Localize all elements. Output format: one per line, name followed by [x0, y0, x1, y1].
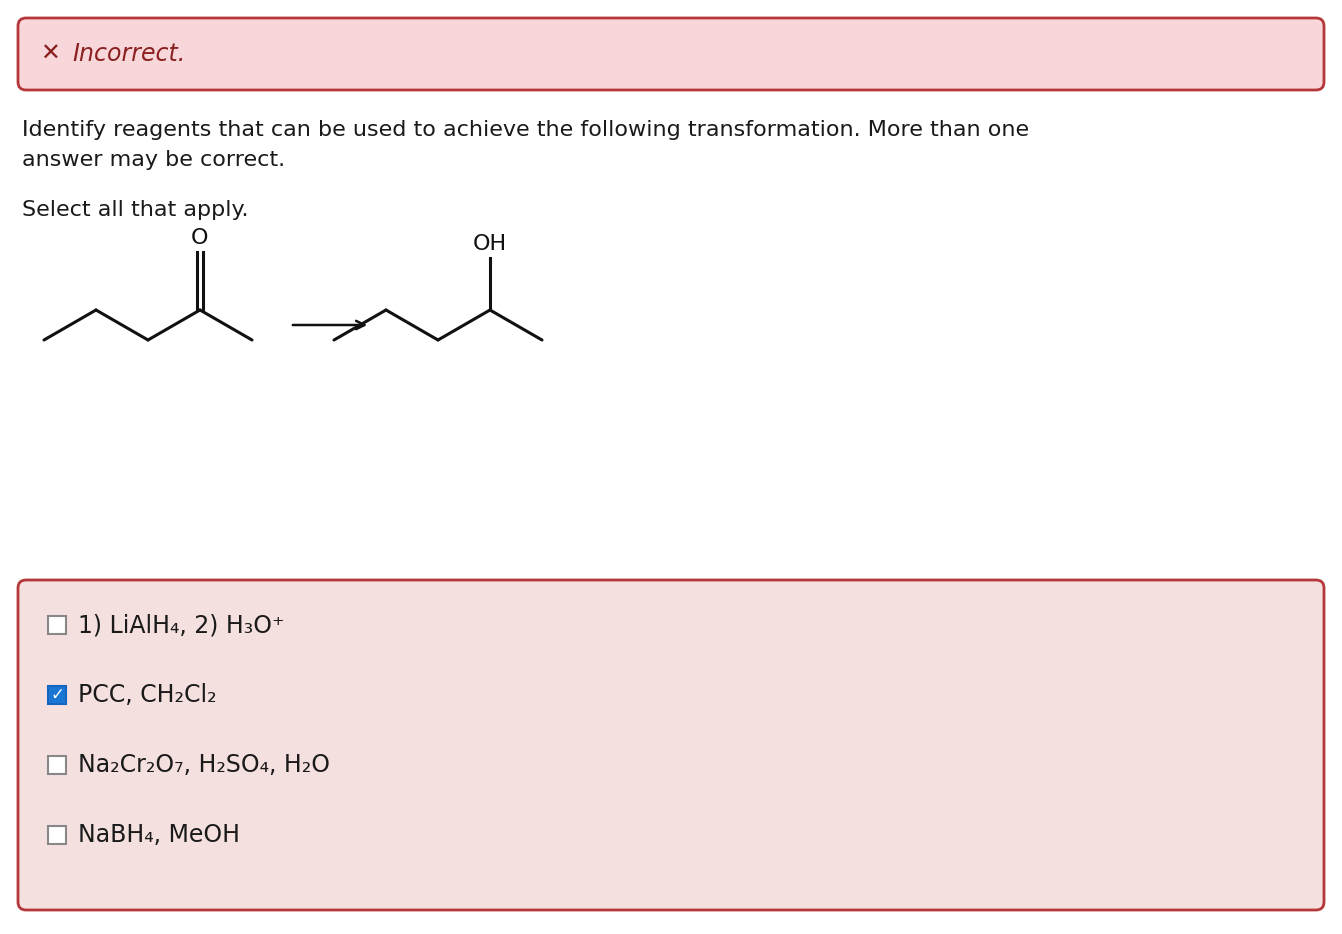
Text: 1) LiAlH₄, 2) H₃O⁺: 1) LiAlH₄, 2) H₃O⁺	[78, 613, 285, 637]
Text: O: O	[192, 228, 209, 248]
Text: ✕: ✕	[40, 42, 60, 66]
Text: Na₂Cr₂O₇, H₂SO₄, H₂O: Na₂Cr₂O₇, H₂SO₄, H₂O	[78, 753, 330, 777]
Text: PCC, CH₂Cl₂: PCC, CH₂Cl₂	[78, 683, 216, 707]
Text: Select all that apply.: Select all that apply.	[21, 200, 248, 220]
FancyBboxPatch shape	[17, 580, 1325, 910]
Text: Identify reagents that can be used to achieve the following transformation. More: Identify reagents that can be used to ac…	[21, 120, 1029, 140]
Bar	[48, 616, 66, 634]
Text: Incorrect.: Incorrect.	[72, 42, 185, 66]
FancyBboxPatch shape	[17, 18, 1325, 90]
Text: ✓: ✓	[50, 686, 64, 704]
Text: NaBH₄, MeOH: NaBH₄, MeOH	[78, 823, 240, 847]
Bar	[48, 756, 66, 774]
Bar	[48, 686, 66, 704]
Text: answer may be correct.: answer may be correct.	[21, 150, 285, 170]
Text: OH: OH	[472, 234, 507, 254]
Bar	[48, 826, 66, 844]
